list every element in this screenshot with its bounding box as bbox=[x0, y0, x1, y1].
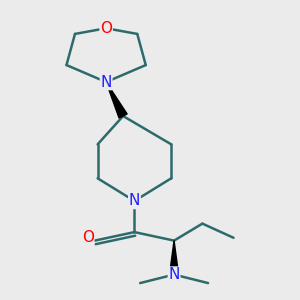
Text: O: O bbox=[100, 21, 112, 36]
Polygon shape bbox=[169, 241, 178, 274]
Text: N: N bbox=[168, 267, 180, 282]
Polygon shape bbox=[106, 82, 127, 118]
Text: N: N bbox=[129, 194, 140, 208]
Text: N: N bbox=[100, 75, 112, 90]
Text: O: O bbox=[82, 230, 94, 245]
